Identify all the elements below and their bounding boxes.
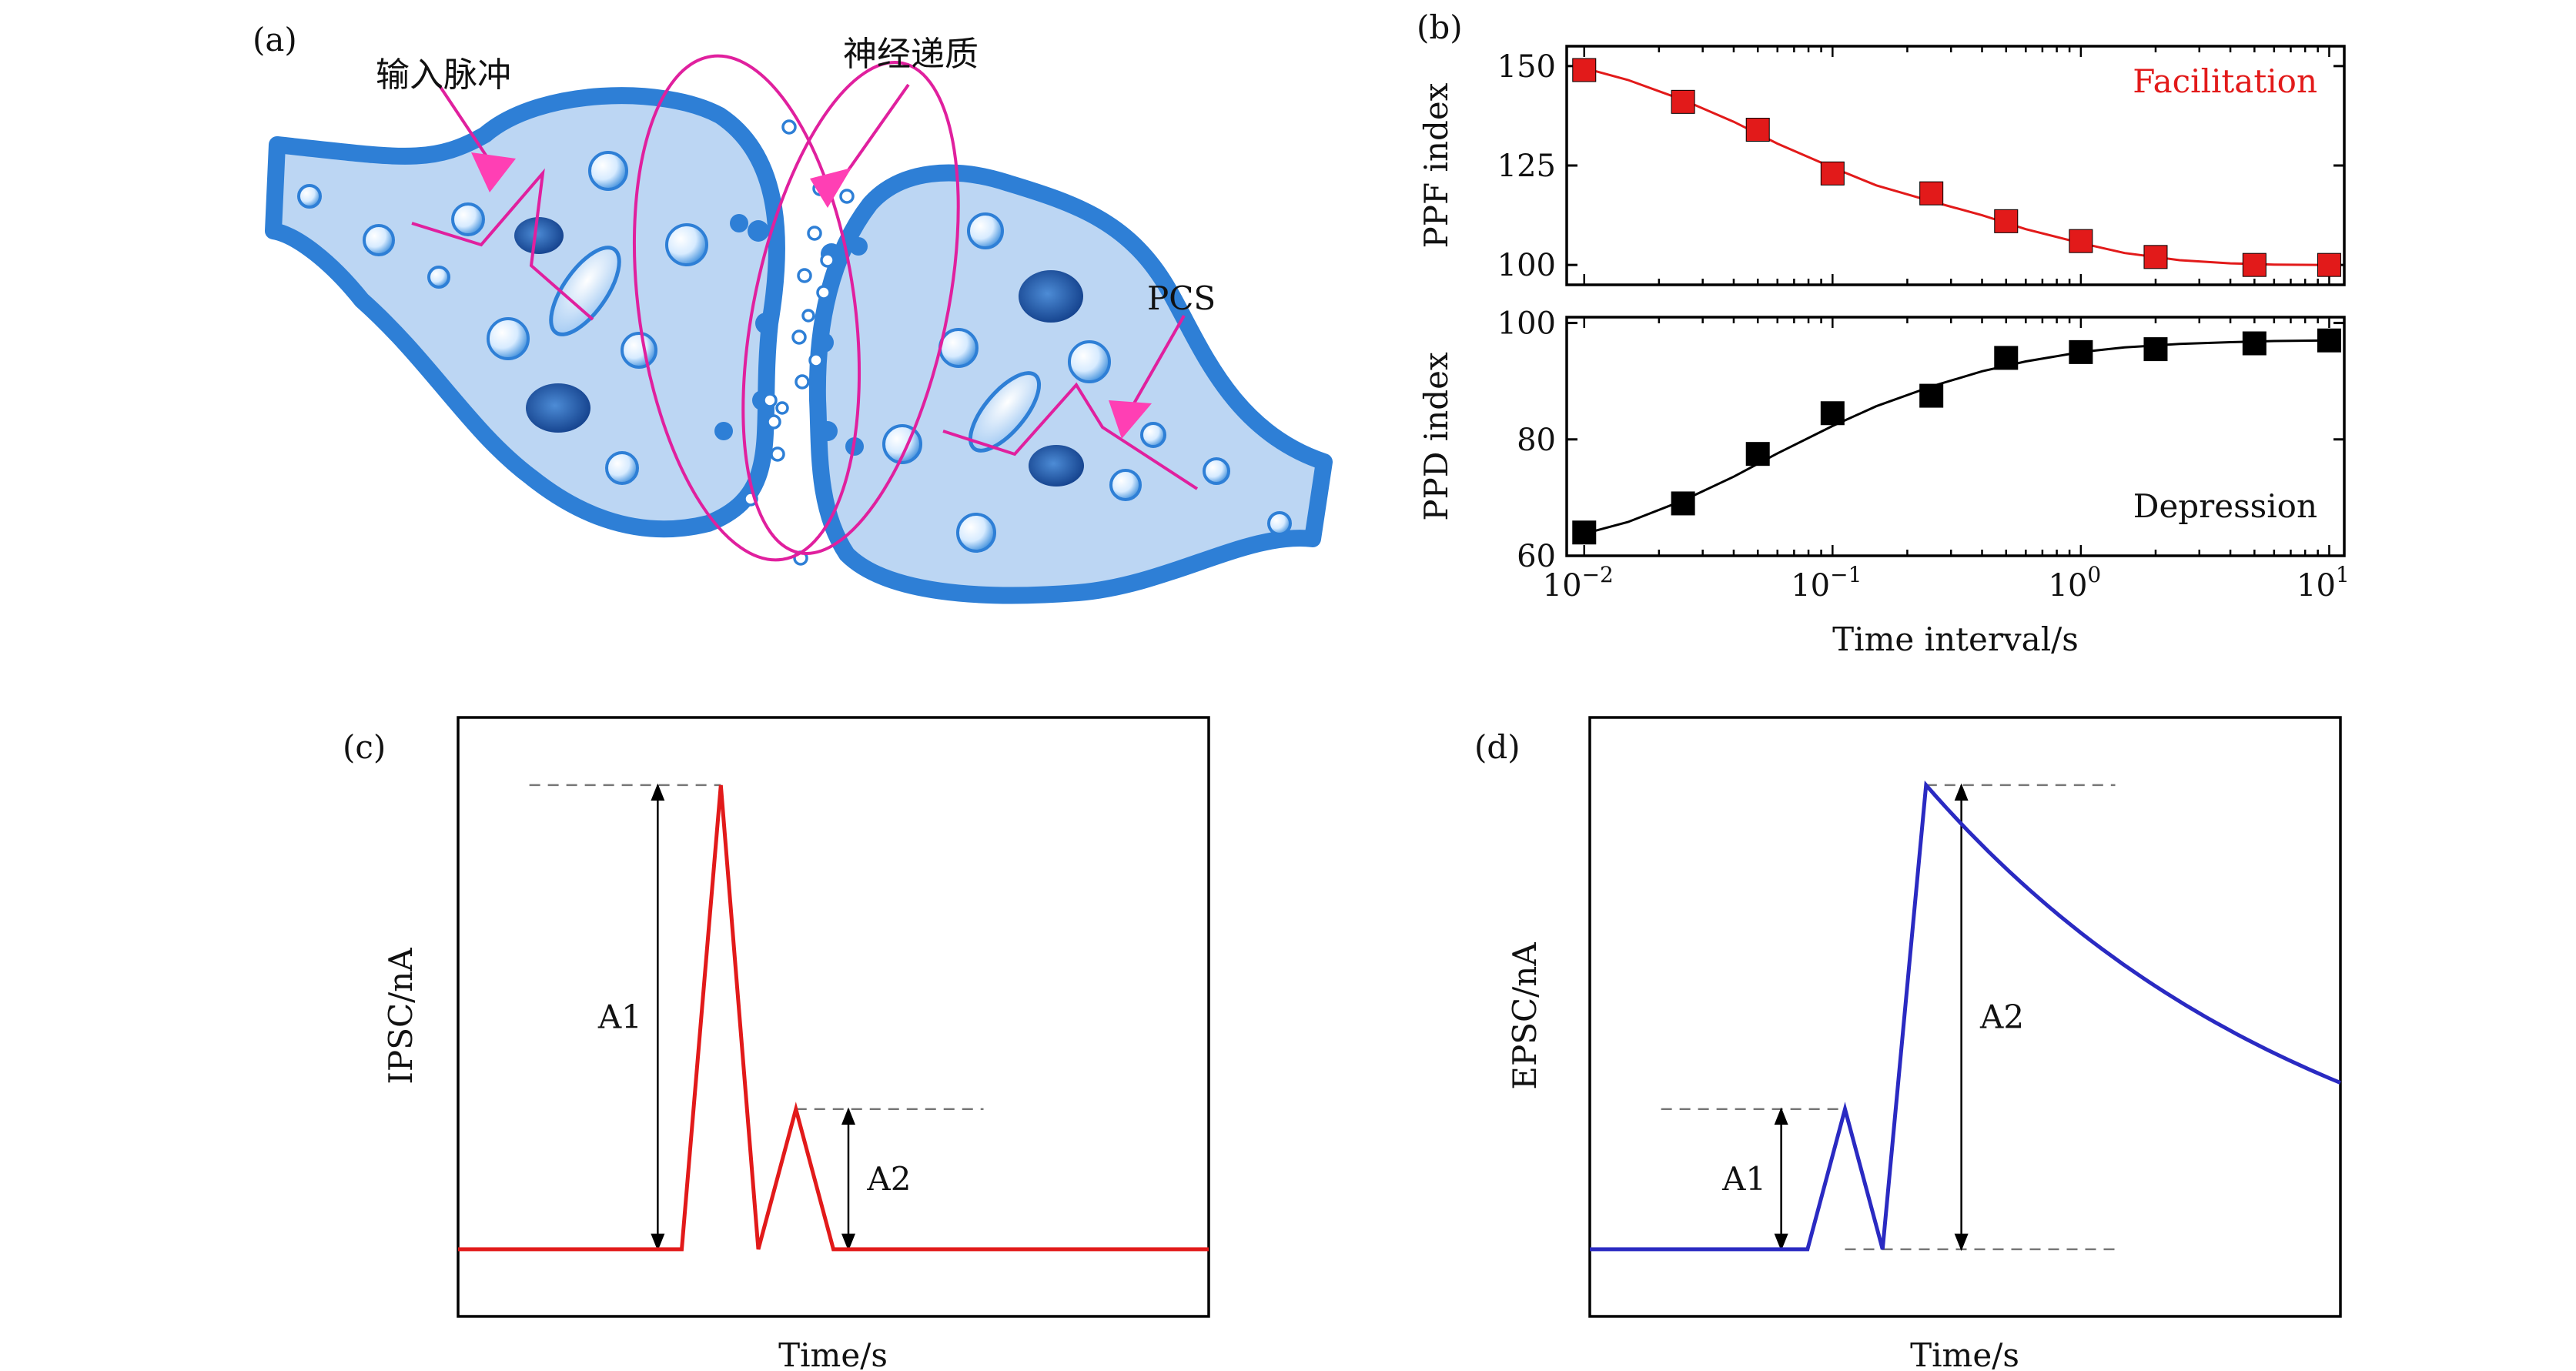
ppf-x-ticks — [1583, 46, 2330, 285]
annotation-lines — [411, 54, 1199, 562]
vesicles — [297, 151, 1292, 553]
epsc-guides — [1661, 783, 2116, 1252]
ppd-plot-frame — [1565, 316, 2346, 557]
input-pulse-arrowhead — [471, 152, 516, 192]
y-tick-label: 125 — [1497, 149, 1556, 184]
panel-c-ipsc-chart: (c) A1 A2 IPSC/nA Time/s — [343, 716, 1210, 1371]
epsc-a2-label: A2 — [1979, 998, 2024, 1035]
depression-annotation: Depression — [2133, 487, 2317, 525]
data-point — [1745, 442, 1770, 466]
ipsc-guides — [529, 783, 984, 1252]
data-point — [2317, 328, 2341, 353]
epsc-y-axis-label: EPSC/nA — [1506, 942, 1544, 1090]
x-tick-label: 10−2 — [1543, 562, 1614, 604]
data-point — [2242, 331, 2267, 356]
y-tick-label: 150 — [1497, 49, 1556, 85]
panel-c-label: (c) — [343, 728, 386, 766]
data-point — [2317, 252, 2341, 277]
mitochondrion-4 — [1029, 445, 1084, 487]
postsynaptic-organelle — [968, 371, 1042, 453]
panel-d-label: (d) — [1474, 728, 1521, 766]
neurotransmitter-arrowhead — [810, 168, 851, 208]
panel-b-label: (b) — [1417, 8, 1463, 46]
x-tick-label: 100 — [2049, 562, 2102, 604]
data-point — [1671, 491, 1695, 516]
epsc-x-axis-label: Time/s — [1910, 1336, 2019, 1371]
facilitation-annotation: Facilitation — [2133, 62, 2317, 100]
y-tick-label: 80 — [1517, 423, 1556, 458]
data-point — [1919, 181, 1944, 206]
annotation-arrowheads — [471, 152, 1152, 439]
data-point — [2069, 339, 2093, 364]
epsc-plot-frame — [1588, 716, 2342, 1318]
data-point — [1919, 383, 1944, 408]
ipsc-trace — [458, 784, 1209, 1252]
ppd-x-ticks: 10−2 10−1 100 101 — [1543, 317, 2350, 604]
ipsc-a1-label: A1 — [597, 998, 642, 1035]
y-tick-label: 100 — [1497, 306, 1556, 342]
presynaptic-organelle — [549, 246, 621, 336]
mitochondrion-1 — [514, 217, 564, 254]
panel-a-label: (a) — [253, 21, 297, 59]
ppd-y-ticks: 60 80 100 — [1497, 306, 2344, 574]
data-point — [1994, 346, 2019, 370]
ipsc-x-axis-label: Time/s — [778, 1336, 888, 1371]
data-point — [2143, 245, 2168, 269]
epsc-a1-label: A1 — [1721, 1160, 1766, 1198]
data-point — [2069, 229, 2093, 253]
ppd-points — [1572, 328, 2341, 545]
postsynaptic-cell — [808, 164, 1333, 604]
mitochondrion-3 — [1019, 270, 1083, 323]
data-point — [1572, 58, 1597, 82]
data-point — [1820, 161, 1845, 186]
ppd-fit-curve — [1584, 339, 2330, 535]
neurotransmitter-label: 神经递质 — [843, 35, 979, 74]
b-x-axis-label: Time interval/s — [1832, 620, 2079, 658]
y-tick-label: 60 — [1517, 539, 1556, 574]
panel-a-synapse-diagram: (a) — [253, 21, 1333, 604]
input-pulse-label: 输入脉冲 — [376, 55, 511, 95]
ipsc-plot-frame — [457, 716, 1210, 1318]
data-point — [1994, 209, 2019, 233]
ppf-y-axis-label: PPF index — [1417, 82, 1455, 248]
x-tick-label: 10−1 — [1791, 562, 1862, 604]
ppf-y-ticks: 100 125 150 — [1497, 49, 2344, 283]
ppf-fit-curve — [1584, 66, 2330, 266]
data-point — [2242, 252, 2267, 277]
mitochondrion-2 — [526, 383, 590, 433]
data-point — [1820, 401, 1845, 426]
panel-d-epsc-chart: (d) A1 A2 EPSC/nA Time/s — [1474, 716, 2342, 1371]
panel-b-ppf-ppd-chart: (b) 100 125 150 PPF index Facilitation 60 8… — [1417, 8, 2350, 658]
ppf-points — [1572, 58, 2341, 277]
pcs-arrowhead — [1109, 400, 1152, 439]
ipsc-a2-label: A2 — [866, 1160, 911, 1198]
ipsc-y-axis-label: IPSC/nA — [382, 948, 420, 1085]
data-point — [1745, 118, 1770, 142]
pcs-label: PCS — [1147, 279, 1216, 317]
data-point — [1671, 89, 1695, 114]
ppd-y-axis-label: PPD index — [1417, 352, 1455, 521]
data-point — [2143, 337, 2168, 362]
y-tick-label: 100 — [1497, 248, 1556, 283]
presynaptic-cell — [265, 87, 785, 538]
epsc-trace — [1590, 780, 2341, 1252]
data-point — [1572, 520, 1597, 545]
x-tick-label: 101 — [2297, 562, 2350, 604]
